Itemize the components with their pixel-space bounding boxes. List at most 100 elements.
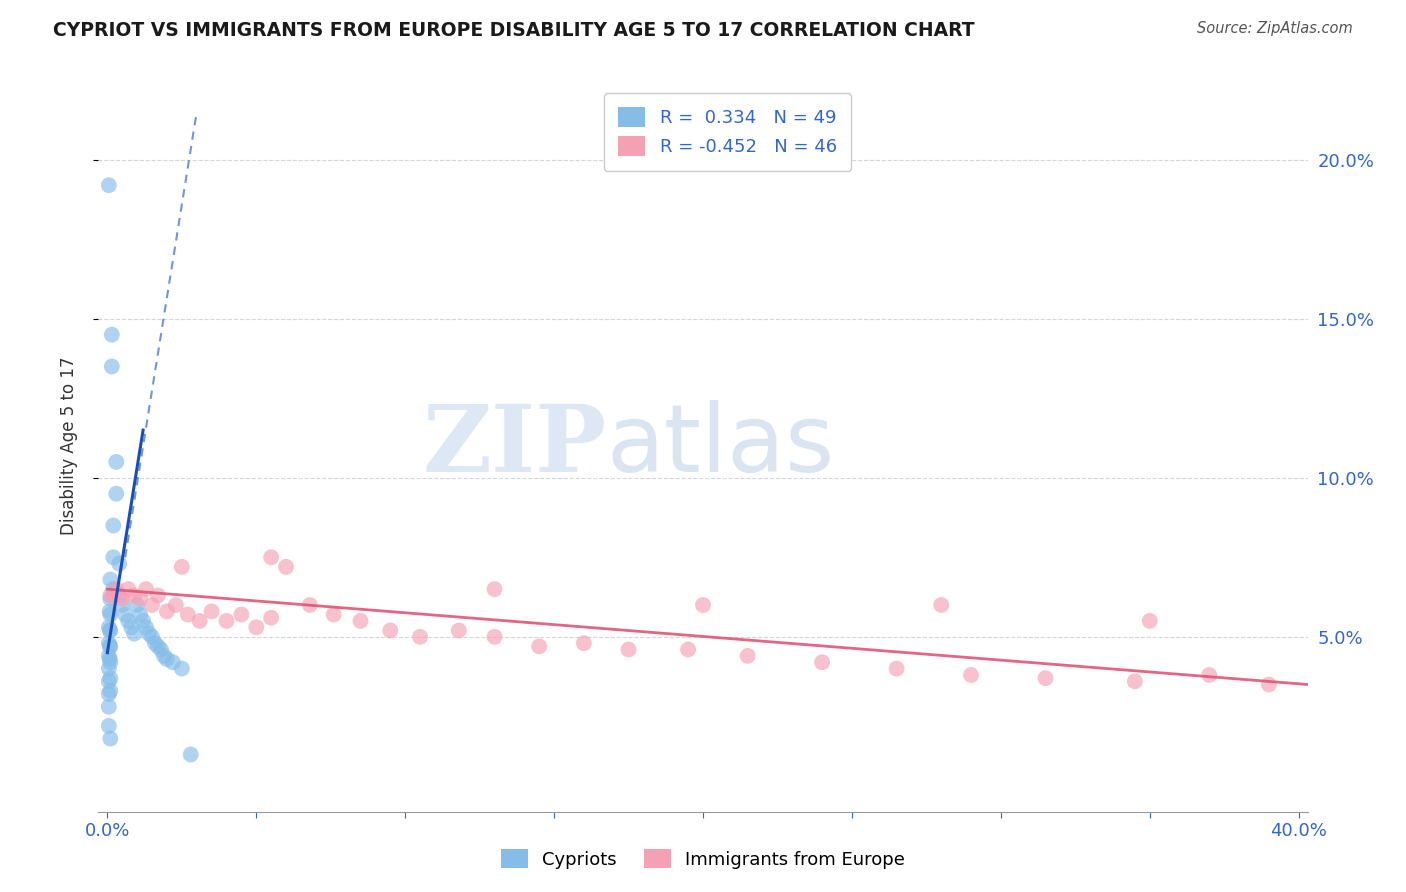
Point	[98, 640, 121, 654]
Point	[260, 550, 283, 565]
Point	[105, 582, 128, 596]
Point	[484, 630, 506, 644]
Point	[170, 559, 193, 574]
Point	[165, 598, 187, 612]
Point	[274, 559, 297, 574]
Point	[141, 598, 163, 612]
Point	[97, 620, 120, 634]
Point	[127, 598, 149, 612]
Point	[98, 671, 121, 685]
Point	[120, 620, 142, 634]
Point	[409, 630, 432, 644]
Point	[484, 582, 506, 596]
Point	[177, 607, 200, 622]
Point	[153, 648, 176, 663]
Point	[98, 655, 121, 669]
Point	[692, 598, 714, 612]
Point	[111, 591, 134, 606]
Point	[97, 636, 120, 650]
Point	[108, 589, 131, 603]
Legend: Cypriots, Immigrants from Europe: Cypriots, Immigrants from Europe	[494, 841, 912, 876]
Point	[122, 626, 145, 640]
Point	[138, 626, 160, 640]
Point	[103, 550, 125, 565]
Point	[97, 699, 120, 714]
Point	[960, 668, 983, 682]
Point	[98, 684, 121, 698]
Point	[322, 607, 344, 622]
Point	[929, 598, 952, 612]
Point	[245, 620, 267, 634]
Point	[180, 747, 202, 762]
Point	[103, 582, 125, 596]
Point	[97, 178, 120, 193]
Point	[129, 591, 152, 606]
Point	[103, 518, 125, 533]
Point	[1198, 668, 1220, 682]
Point	[349, 614, 371, 628]
Point	[200, 604, 222, 618]
Point	[447, 624, 470, 638]
Point	[380, 624, 402, 638]
Y-axis label: Disability Age 5 to 17: Disability Age 5 to 17	[59, 357, 77, 535]
Point	[97, 687, 120, 701]
Point	[122, 589, 145, 603]
Point	[231, 607, 253, 622]
Point	[97, 719, 120, 733]
Point	[129, 607, 152, 622]
Point	[811, 655, 834, 669]
Point	[135, 620, 157, 634]
Point	[1123, 674, 1146, 689]
Point	[101, 359, 124, 374]
Point	[260, 611, 283, 625]
Point	[117, 614, 139, 628]
Point	[101, 327, 124, 342]
Point	[170, 662, 193, 676]
Point	[132, 614, 155, 628]
Point	[1257, 677, 1279, 691]
Point	[886, 662, 908, 676]
Point	[527, 640, 550, 654]
Point	[298, 598, 321, 612]
Point	[676, 642, 699, 657]
Text: Source: ZipAtlas.com: Source: ZipAtlas.com	[1197, 21, 1353, 36]
Text: atlas: atlas	[606, 400, 835, 492]
Point	[97, 662, 120, 676]
Point	[98, 604, 121, 618]
Point	[111, 598, 134, 612]
Text: CYPRIOT VS IMMIGRANTS FROM EUROPE DISABILITY AGE 5 TO 17 CORRELATION CHART: CYPRIOT VS IMMIGRANTS FROM EUROPE DISABI…	[53, 21, 974, 39]
Point	[215, 614, 238, 628]
Point	[108, 557, 131, 571]
Point	[97, 648, 120, 663]
Point	[98, 573, 121, 587]
Point	[162, 655, 184, 669]
Legend: R =  0.334   N = 49, R = -0.452   N = 46: R = 0.334 N = 49, R = -0.452 N = 46	[603, 93, 851, 170]
Point	[617, 642, 640, 657]
Point	[105, 455, 128, 469]
Point	[143, 636, 166, 650]
Point	[117, 582, 139, 596]
Point	[98, 652, 121, 666]
Point	[98, 607, 121, 622]
Point	[146, 640, 169, 654]
Point	[97, 674, 120, 689]
Point	[98, 624, 121, 638]
Point	[141, 630, 163, 644]
Point	[98, 591, 121, 606]
Point	[105, 486, 128, 500]
Point	[114, 607, 136, 622]
Point	[1139, 614, 1161, 628]
Text: ZIP: ZIP	[422, 401, 606, 491]
Point	[149, 642, 172, 657]
Point	[98, 624, 121, 638]
Point	[156, 604, 179, 618]
Point	[572, 636, 595, 650]
Point	[737, 648, 759, 663]
Point	[98, 640, 121, 654]
Point	[156, 652, 179, 666]
Point	[98, 589, 121, 603]
Point	[1035, 671, 1057, 685]
Point	[188, 614, 211, 628]
Point	[103, 589, 125, 603]
Point	[146, 589, 169, 603]
